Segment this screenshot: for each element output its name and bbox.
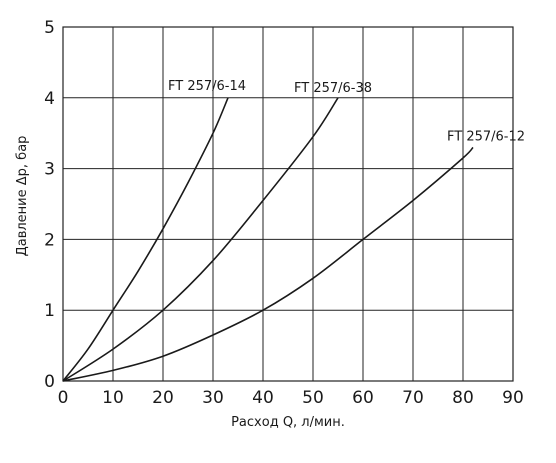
x-tick-label: 70: [402, 388, 424, 408]
series-line-ft-257-6-38: [62, 97, 339, 382]
y-tick-label: 2: [44, 230, 55, 250]
x-tick-label: 40: [252, 388, 274, 408]
x-tick-label: 30: [202, 388, 224, 408]
y-tick-label: 3: [44, 160, 55, 180]
series-line-ft-257-6-14: [62, 97, 229, 382]
series-labels: FT 257/6-14 FT 257/6-38 FT 257/6-12: [168, 79, 525, 145]
x-tick-label: 0: [58, 388, 69, 408]
x-tick-label: 80: [452, 388, 474, 408]
y-tick-label: 1: [44, 301, 55, 321]
x-axis-label: Расход Q, л/мин.: [231, 415, 345, 430]
y-tick-label: 5: [44, 18, 55, 38]
series-label: FT 257/6-38: [294, 81, 372, 96]
x-tick-labels: 0 10 20 30 40 50 60 70 80 90: [58, 388, 524, 408]
x-tick-label: 60: [352, 388, 374, 408]
y-tick-label: 0: [44, 372, 55, 392]
x-tick-label: 10: [102, 388, 124, 408]
y-tick-label: 4: [44, 89, 55, 109]
x-tick-label: 20: [152, 388, 174, 408]
x-tick-label: 50: [302, 388, 324, 408]
series-lines: [62, 97, 474, 382]
y-axis-label: Давление Δp, бар: [15, 136, 30, 257]
series-label: FT 257/6-14: [168, 79, 246, 94]
series-line-ft-257-6-12: [62, 146, 474, 382]
y-tick-labels: 0 1 2 3 4 5: [44, 18, 55, 392]
plot-frame: [62, 26, 514, 382]
grid: [62, 26, 514, 382]
series-label: FT 257/6-12: [447, 129, 525, 144]
x-tick-label: 90: [502, 388, 524, 408]
